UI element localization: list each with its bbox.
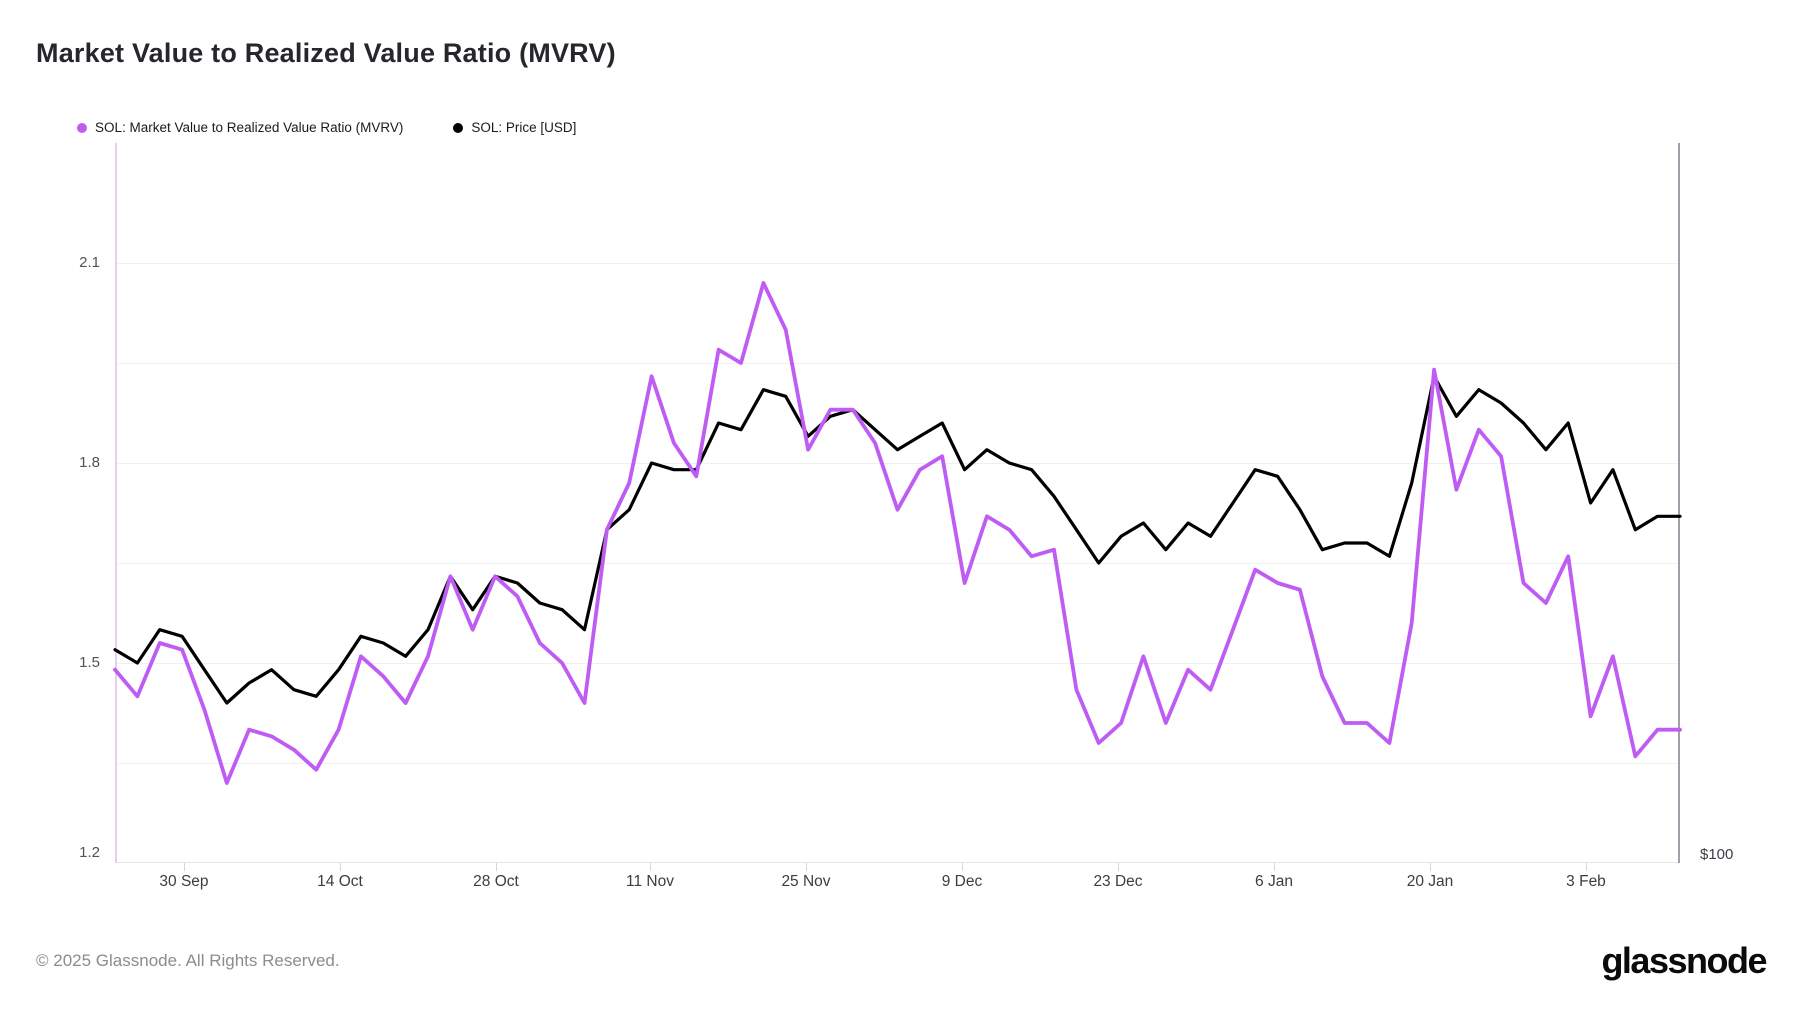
x-axis-tick xyxy=(1118,863,1119,871)
y-axis-tick-label: 1.8 xyxy=(79,454,100,471)
gridline xyxy=(115,763,1680,764)
right-axis-price-label: $100 xyxy=(1700,846,1734,863)
series-line-mvrv[interactable] xyxy=(113,281,1682,785)
x-axis-line xyxy=(115,862,1680,863)
left-axis-line xyxy=(115,143,117,863)
x-axis-tick-label: 30 Sep xyxy=(159,873,209,890)
x-axis-tick-label: 6 Jan xyxy=(1255,873,1293,890)
legend-item-price[interactable]: SOL: Price [USD] xyxy=(453,120,576,135)
x-axis-tick-label: 25 Nov xyxy=(781,873,831,890)
gridline xyxy=(115,363,1680,364)
x-axis-tick xyxy=(962,863,963,871)
y-axis-tick-label: 1.5 xyxy=(79,654,100,671)
legend-label-price: SOL: Price [USD] xyxy=(471,120,577,135)
gridline xyxy=(115,263,1680,264)
x-axis-tick xyxy=(184,863,185,871)
price-series-dot-icon xyxy=(453,122,464,133)
x-axis-tick-label: 23 Dec xyxy=(1093,873,1143,890)
x-axis-tick-label: 9 Dec xyxy=(941,873,983,890)
legend-item-mvrv[interactable]: SOL: Market Value to Realized Value Rati… xyxy=(77,120,403,135)
x-axis-tick-label: 28 Oct xyxy=(473,873,519,890)
x-axis-tick xyxy=(1430,863,1431,871)
series-line-price[interactable] xyxy=(113,374,1682,705)
x-axis-tick-label: 20 Jan xyxy=(1406,873,1454,890)
x-axis-tick xyxy=(496,863,497,871)
y-axis-tick-label: 1.2 xyxy=(79,844,100,861)
line-chart[interactable] xyxy=(113,143,1682,863)
x-axis-tick-label: 3 Feb xyxy=(1566,873,1606,890)
x-axis-tick-label: 14 Oct xyxy=(317,873,363,890)
gridline xyxy=(115,463,1680,464)
y-axis-tick-label: 2.1 xyxy=(79,254,100,271)
x-axis-tick-label: 11 Nov xyxy=(626,873,674,890)
x-axis-tick xyxy=(1274,863,1275,871)
plot-area[interactable] xyxy=(113,143,1682,863)
chart-legend: SOL: Market Value to Realized Value Rati… xyxy=(77,120,576,135)
x-axis-tick xyxy=(650,863,651,871)
glassnode-logo: glassnode xyxy=(1601,940,1767,981)
legend-label-mvrv: SOL: Market Value to Realized Value Rati… xyxy=(95,120,404,135)
x-axis-tick xyxy=(340,863,341,871)
mvrv-series-dot-icon xyxy=(77,122,87,133)
gridline xyxy=(115,563,1680,564)
gridline xyxy=(115,663,1680,664)
x-axis-tick xyxy=(1586,863,1587,871)
x-axis-tick xyxy=(806,863,807,871)
copyright-text: © 2025 Glassnode. All Rights Reserved. xyxy=(36,951,340,970)
right-axis-line xyxy=(1678,143,1680,863)
page-title: Market Value to Realized Value Ratio (MV… xyxy=(36,38,616,68)
